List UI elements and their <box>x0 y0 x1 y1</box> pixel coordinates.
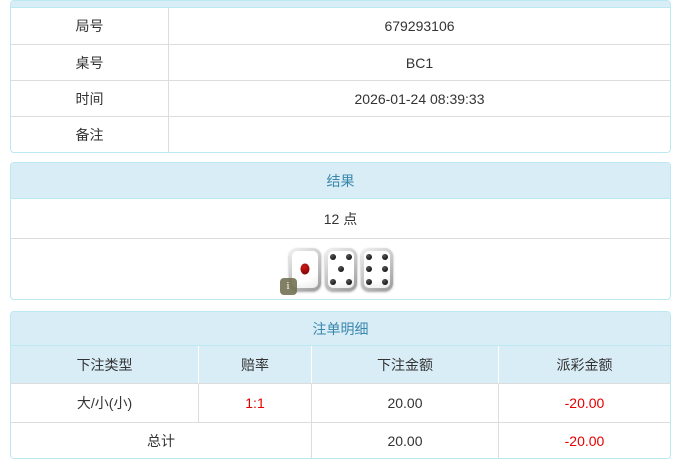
bet-detail-title: 注单明细 <box>11 312 670 346</box>
remark-label: 备注 <box>11 117 169 152</box>
game-id-value: 679293106 <box>384 18 455 34</box>
game-info-header-strip <box>11 1 670 8</box>
dice-info-badge-icon[interactable]: i <box>279 277 297 295</box>
bet-detail-panel: 注单明细 下注类型 赔率 下注金额 派彩金额 大/小(小) 1:1 20.00 … <box>10 311 671 459</box>
col-bet-type: 下注类型 <box>11 346 199 383</box>
table-id-label: 桌号 <box>11 45 169 80</box>
page: 局号 679293106 桌号 BC1 时间 2026-01-24 08:39:… <box>10 0 671 459</box>
die-face <box>363 250 390 288</box>
dice-row: i <box>11 239 670 299</box>
col-bet-amount: 下注金额 <box>312 346 499 383</box>
die-pip <box>365 253 372 260</box>
game-id-label: 局号 <box>11 8 169 44</box>
total-payout: -20.00 <box>499 422 670 458</box>
result-panel-title: 结果 <box>11 163 670 199</box>
table-id-value: BC1 <box>405 54 434 71</box>
time-label: 时间 <box>11 81 169 116</box>
result-points: 12 点 <box>11 199 670 239</box>
game-info-panel: 局号 679293106 桌号 BC1 时间 2026-01-24 08:39:… <box>10 0 671 153</box>
info-row-remark: 备注 <box>11 116 670 152</box>
die-pip <box>337 266 344 272</box>
result-panel: 结果 12 点 i <box>10 162 671 300</box>
info-row-table-id: 桌号 BC1 <box>11 44 670 80</box>
die-pip <box>381 253 388 260</box>
die-face <box>327 250 354 288</box>
die-pip <box>381 278 388 285</box>
die-pip <box>381 266 388 272</box>
die-pip <box>345 253 352 260</box>
table-row: 大/小(小) 1:1 20.00 -20.00 <box>11 383 670 422</box>
die-pip <box>329 278 336 285</box>
col-odds: 赔率 <box>199 346 312 383</box>
time-value: 2026-01-24 08:39:33 <box>354 90 485 107</box>
total-label: 总计 <box>11 422 312 458</box>
remark-value <box>169 117 670 152</box>
die-pip <box>365 266 372 272</box>
die-6 <box>360 247 393 291</box>
total-row: 总计 20.00 -20.00 <box>11 422 670 458</box>
die-5 <box>324 247 357 291</box>
die-1: i <box>279 247 321 295</box>
col-payout: 派彩金额 <box>556 356 613 373</box>
total-bet-amount: 20.00 <box>312 422 499 458</box>
info-row-game-id: 局号 679293106 <box>11 8 670 44</box>
die-pip <box>329 253 336 260</box>
odds-cell: 1:1 <box>199 383 312 422</box>
die-pip <box>365 278 372 285</box>
die-pip <box>300 263 309 275</box>
die-pip <box>345 278 352 285</box>
bet-table-header-row: 下注类型 赔率 下注金额 派彩金额 <box>11 346 670 383</box>
info-row-time: 时间 2026-01-24 08:39:33 <box>11 80 670 116</box>
bet-type-cell: 大/小(小) <box>11 383 199 422</box>
bet-amount-cell: 20.00 <box>312 383 499 422</box>
payout-cell: -20.00 <box>499 383 670 422</box>
